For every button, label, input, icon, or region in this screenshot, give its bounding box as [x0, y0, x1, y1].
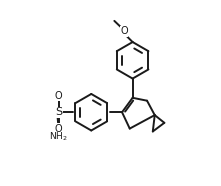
Text: NH$_2$: NH$_2$: [49, 130, 67, 143]
Text: O: O: [55, 91, 62, 101]
Text: O: O: [55, 124, 62, 134]
Text: S: S: [55, 107, 62, 117]
Text: O: O: [120, 26, 128, 36]
